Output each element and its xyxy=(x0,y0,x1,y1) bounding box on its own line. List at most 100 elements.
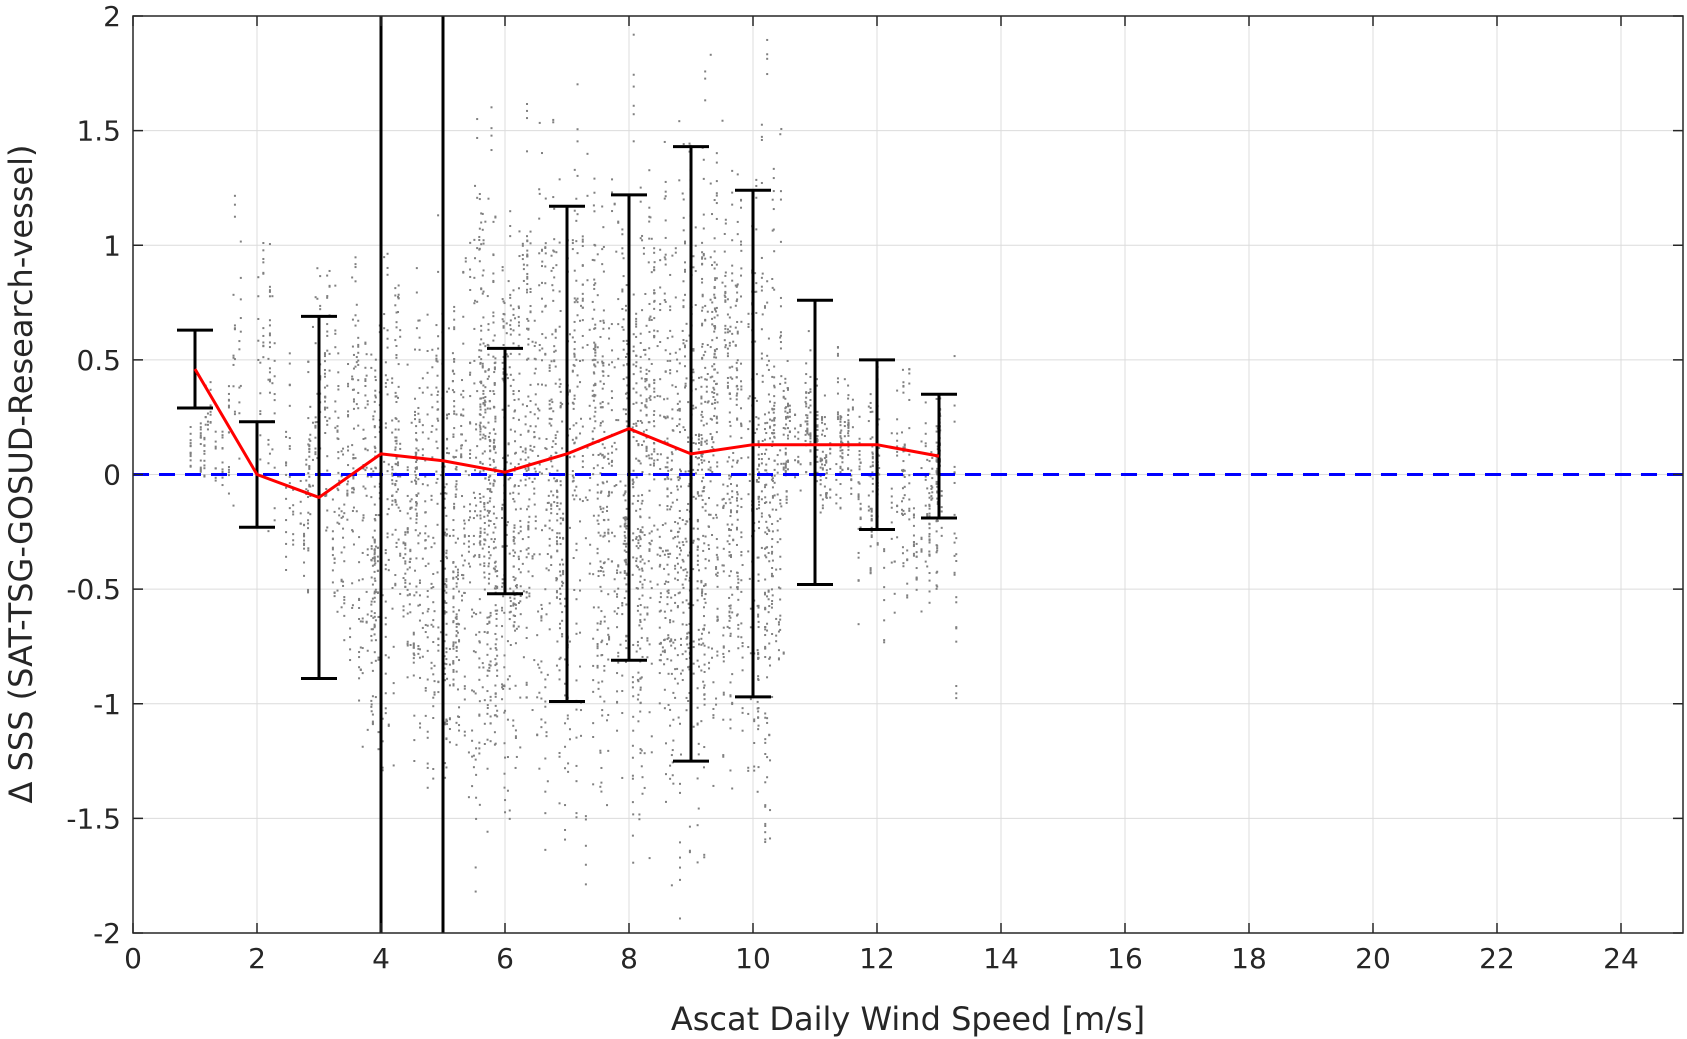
scatter-point xyxy=(766,546,769,549)
scatter-point xyxy=(635,325,638,328)
scatter-point xyxy=(602,361,605,364)
scatter-point xyxy=(488,669,491,672)
scatter-point xyxy=(562,536,565,539)
scatter-point xyxy=(397,297,400,300)
scatter-point xyxy=(392,682,395,685)
scatter-point xyxy=(349,636,352,639)
scatter-point xyxy=(770,588,773,591)
scatter-point xyxy=(581,299,584,302)
scatter-point xyxy=(489,488,492,491)
scatter-point xyxy=(697,463,700,466)
scatter-point xyxy=(702,628,705,631)
scatter-point xyxy=(729,509,732,512)
scatter-point xyxy=(624,413,627,416)
scatter-point xyxy=(494,587,497,590)
scatter-point xyxy=(395,353,398,356)
scatter-point xyxy=(307,511,310,514)
scatter-point xyxy=(592,783,595,786)
scatter-point xyxy=(203,450,206,453)
scatter-point xyxy=(607,531,610,534)
scatter-point xyxy=(760,512,763,515)
scatter-point xyxy=(785,495,788,498)
scatter-point xyxy=(544,265,547,268)
scatter-point xyxy=(372,616,375,619)
scatter-point xyxy=(669,309,672,312)
scatter-point xyxy=(639,200,642,203)
scatter-point xyxy=(550,254,553,257)
scatter-point xyxy=(608,337,611,340)
scatter-point xyxy=(776,454,779,457)
scatter-point xyxy=(729,511,732,514)
scatter-point xyxy=(474,469,477,472)
scatter-point xyxy=(815,480,818,483)
scatter-point xyxy=(616,612,619,615)
scatter-point xyxy=(703,698,706,701)
scatter-point xyxy=(624,558,627,561)
scatter-point xyxy=(763,438,766,441)
scatter-point xyxy=(514,629,517,632)
scatter-point xyxy=(337,371,340,374)
scatter-point xyxy=(694,456,697,459)
scatter-point xyxy=(431,456,434,459)
scatter-point xyxy=(527,395,530,398)
scatter-point xyxy=(617,607,620,610)
scatter-point xyxy=(786,387,789,390)
scatter-point xyxy=(475,456,478,459)
scatter-point xyxy=(764,841,767,844)
scatter-point xyxy=(418,603,421,606)
scatter-point xyxy=(716,371,719,374)
scatter-point xyxy=(593,372,596,375)
scatter-point xyxy=(206,423,209,426)
scatter-point xyxy=(285,461,288,464)
scatter-point xyxy=(309,433,312,436)
scatter-point xyxy=(603,519,606,522)
scatter-point xyxy=(489,390,492,393)
scatter-point xyxy=(706,401,709,404)
scatter-point xyxy=(404,560,407,563)
scatter-point xyxy=(674,536,677,539)
scatter-point xyxy=(589,417,592,420)
scatter-point xyxy=(670,491,673,494)
scatter-point xyxy=(326,469,329,472)
scatter-point xyxy=(758,500,761,503)
scatter-point xyxy=(606,509,609,512)
scatter-point xyxy=(771,522,774,525)
scatter-point xyxy=(505,533,508,536)
scatter-point xyxy=(841,457,844,460)
scatter-point xyxy=(700,494,703,497)
scatter-point xyxy=(550,490,553,493)
scatter-point xyxy=(337,451,340,454)
scatter-point xyxy=(514,430,517,433)
scatter-point xyxy=(303,535,306,538)
scatter-point xyxy=(494,643,497,646)
scatter-point xyxy=(311,458,314,461)
scatter-point xyxy=(767,528,770,531)
scatter-point xyxy=(575,549,578,552)
scatter-point xyxy=(432,717,435,720)
scatter-point xyxy=(559,404,562,407)
scatter-point xyxy=(433,542,436,545)
scatter-point xyxy=(461,495,464,498)
scatter-point xyxy=(399,475,402,478)
scatter-point xyxy=(770,475,773,478)
scatter-point xyxy=(342,447,345,450)
scatter-point xyxy=(373,400,376,403)
scatter-point xyxy=(637,459,640,462)
scatter-point xyxy=(807,433,810,436)
scatter-point xyxy=(410,506,413,509)
scatter-point xyxy=(373,445,376,448)
scatter-point xyxy=(785,406,788,409)
scatter-point xyxy=(413,739,416,742)
scatter-point xyxy=(650,539,653,542)
scatter-point xyxy=(373,600,376,603)
scatter-point xyxy=(603,531,606,534)
scatter-point xyxy=(456,578,459,581)
scatter-point xyxy=(337,457,340,460)
scatter-point xyxy=(740,636,743,639)
scatter-point xyxy=(681,329,684,332)
scatter-point xyxy=(482,239,485,242)
scatter-point xyxy=(632,695,635,698)
scatter-point xyxy=(352,400,355,403)
scatter-point xyxy=(555,577,558,580)
scatter-point xyxy=(233,203,236,206)
